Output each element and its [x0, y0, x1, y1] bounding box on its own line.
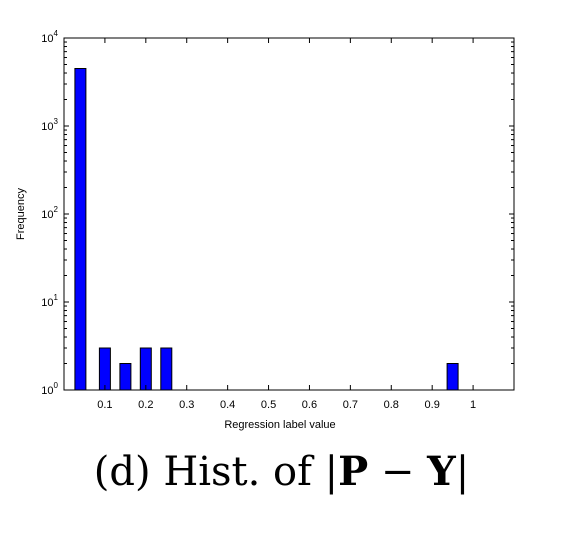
figure-caption: (d) Hist. of |P − Y|: [0, 448, 563, 495]
y-axis-label: Frequency: [15, 188, 27, 240]
bar-0: [74, 68, 87, 391]
bar-3: [139, 347, 152, 391]
caption-prefix: (d) Hist. of |: [93, 449, 339, 495]
y-axis-ticks: 100 101 102 103 104: [41, 29, 514, 397]
x-tick-label-0: 0.1: [97, 399, 112, 411]
y-tick-label-3: 103: [41, 117, 58, 133]
bars-group: [74, 68, 459, 391]
x-tick-label-8: 0.9: [425, 399, 440, 411]
plot-area: [63, 37, 515, 391]
y-tick-label-4: 104: [41, 29, 58, 45]
y-tick-label-0: 100: [41, 381, 58, 397]
x-tick-label-3: 0.4: [220, 399, 235, 411]
bar-2: [119, 363, 132, 391]
y-tick-label-2: 102: [41, 205, 58, 221]
caption-matrix-p: P: [338, 448, 369, 495]
caption-matrix-y: Y: [427, 448, 456, 495]
bar-4: [160, 347, 173, 391]
x-tick-label-1: 0.2: [138, 399, 153, 411]
x-tick-label-6: 0.7: [343, 399, 358, 411]
x-tick-label-9: 1: [470, 399, 476, 411]
y-tick-label-1: 101: [41, 293, 58, 309]
caption-minus: −: [368, 449, 428, 495]
x-axis-label: Regression label value: [224, 419, 335, 431]
x-tick-label-4: 0.5: [261, 399, 276, 411]
bar-1: [98, 347, 111, 391]
x-tick-label-5: 0.6: [302, 399, 317, 411]
bar-5: [446, 363, 459, 391]
x-tick-label-7: 0.8: [384, 399, 399, 411]
histogram-chart: 0.1 0.2 0.3 0.4 0.5 0.6 0.7 0.8 0.9 1 10010110210…: [15, 29, 515, 431]
x-tick-label-2: 0.3: [179, 399, 194, 411]
x-axis-ticks: 0.1 0.2 0.3 0.4 0.5 0.6 0.7 0.8 0.9 1: [97, 38, 476, 411]
caption-suffix: |: [455, 449, 470, 495]
